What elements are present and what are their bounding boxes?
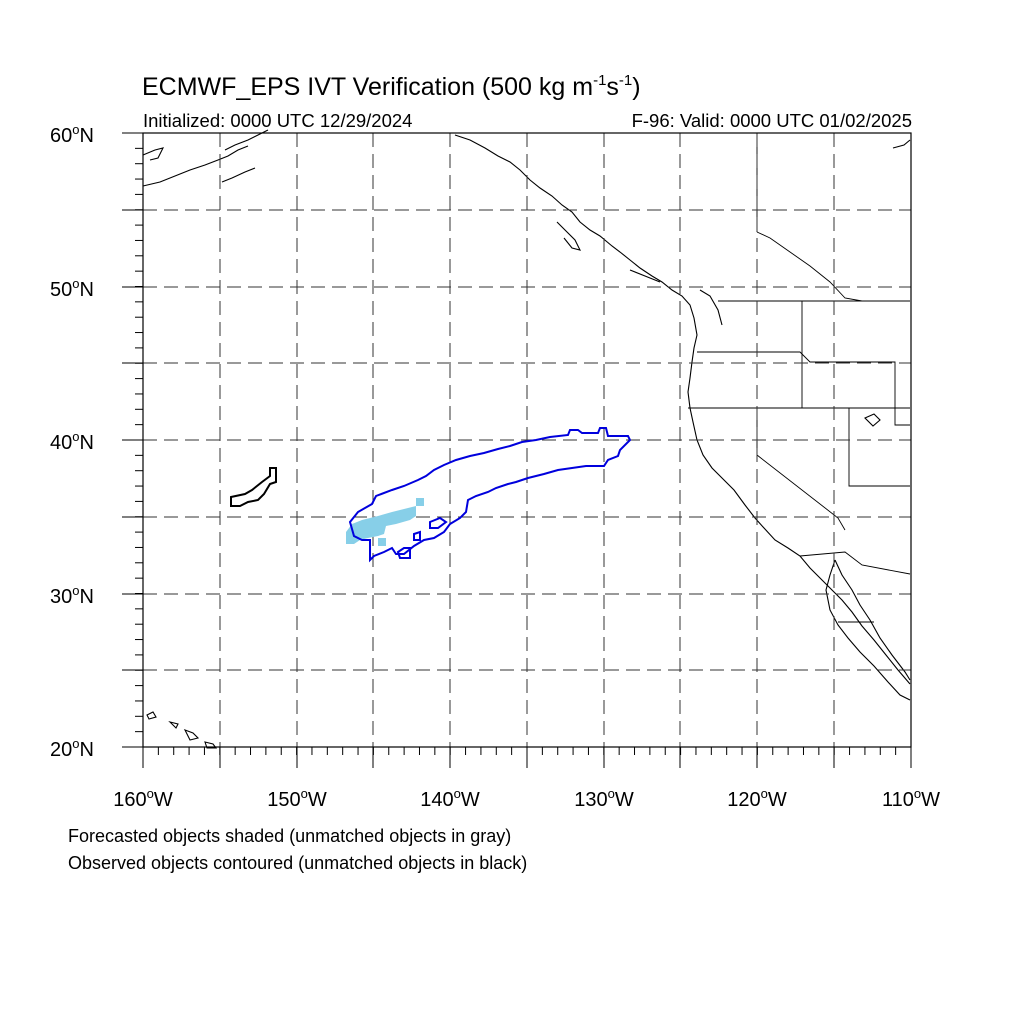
lat-label-60: 60oN [50, 122, 94, 147]
lon-label-130: 130oW [574, 786, 634, 811]
chart-title: ECMWF_EPS IVT Verification (500 kg m-1s-… [142, 72, 641, 101]
lon-label-110: 110oW [881, 786, 940, 811]
political-boundaries [688, 133, 911, 623]
forecast-object-matched [346, 498, 424, 546]
lat-label-50: 50oN [50, 276, 94, 301]
lon-label-150: 150oW [267, 786, 327, 811]
lon-label-160: 160oW [113, 786, 173, 811]
tick-marks [122, 132, 912, 768]
grid-lines [143, 133, 911, 747]
valid-time: F-96: Valid: 0000 UTC 01/02/2025 [631, 110, 912, 131]
minor-ticks [135, 132, 912, 755]
observed-object-matched [348, 427, 632, 563]
observed-object-unmatched [230, 467, 277, 507]
coastlines [142, 129, 911, 749]
lat-label-40: 40oN [50, 429, 94, 454]
initialized-time: Initialized: 0000 UTC 12/29/2024 [143, 110, 413, 131]
observed-note: Observed objects contoured (unmatched ob… [68, 853, 528, 873]
forecast-note: Forecasted objects shaded (unmatched obj… [68, 826, 512, 846]
lon-label-120: 120oW [727, 786, 787, 811]
lon-label-140: 140oW [420, 786, 480, 811]
lat-label-30: 30oN [50, 583, 94, 608]
lat-label-20: 20oN [50, 736, 94, 761]
